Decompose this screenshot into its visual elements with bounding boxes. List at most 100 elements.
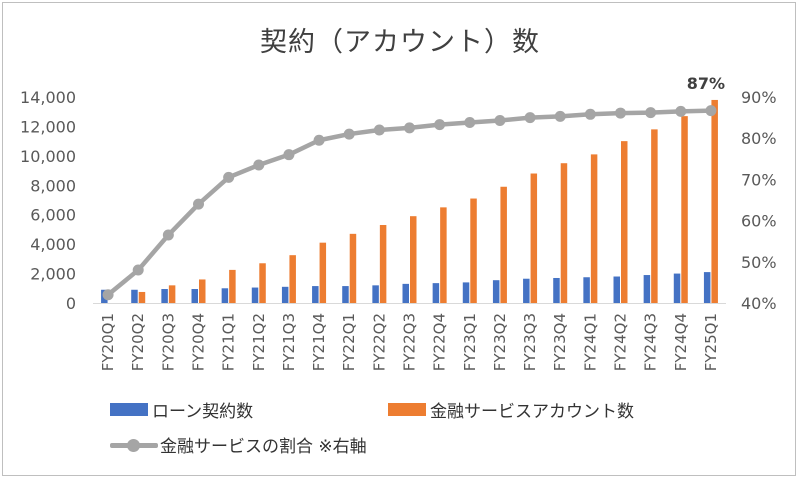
bar-loan xyxy=(131,289,138,303)
bar-accounts xyxy=(560,163,568,303)
ratio-point xyxy=(675,105,687,117)
bar-loan xyxy=(221,288,229,303)
ratio-point xyxy=(343,128,355,140)
bar-loan xyxy=(402,283,409,303)
x-axis-tick-label: FY24Q2 xyxy=(612,313,630,371)
bar-accounts xyxy=(711,99,718,303)
x-axis-tick-label: FY22Q4 xyxy=(431,313,449,371)
x-axis-tick-label: FY20Q2 xyxy=(129,313,147,371)
x-axis-tick-label: FY25Q1 xyxy=(702,313,720,371)
ratio-point xyxy=(373,124,385,136)
left-axis-tick-label: 0 xyxy=(66,294,76,313)
ratio-point xyxy=(223,171,235,183)
left-axis-tick-label: 14,000 xyxy=(20,88,76,107)
x-axis-tick-label: FY21Q3 xyxy=(280,313,298,371)
ratio-point xyxy=(404,122,415,134)
annotation-label: 87% xyxy=(687,74,725,93)
ratio-point xyxy=(615,107,626,119)
bar-loan xyxy=(613,276,620,303)
bar-accounts xyxy=(138,291,146,303)
left-axis-tick-label: 6,000 xyxy=(30,206,76,225)
x-axis-tick-label: FY24Q1 xyxy=(581,313,599,371)
bar-accounts xyxy=(168,285,176,303)
bar-accounts xyxy=(590,154,598,303)
bar-loan xyxy=(553,277,560,303)
bar-loan xyxy=(281,286,289,303)
bar-accounts xyxy=(500,186,507,303)
x-axis-tick-label: FY20Q3 xyxy=(159,313,177,371)
ratio-point xyxy=(193,198,204,210)
bar-accounts xyxy=(410,216,417,303)
bar-accounts xyxy=(349,233,357,303)
left-axis-tick-label: 8,000 xyxy=(30,176,76,195)
ratio-point xyxy=(102,289,114,301)
bar-loan xyxy=(342,286,349,303)
x-axis-tick-label: FY24Q4 xyxy=(672,313,690,371)
legend-item-ratio: 金融サービスの割合 ※右軸 xyxy=(110,432,367,457)
ratio-point xyxy=(162,229,174,241)
bar-accounts xyxy=(440,207,447,303)
x-axis-tick-label: FY23Q4 xyxy=(551,313,569,371)
bar-accounts xyxy=(470,198,477,303)
bar-loan xyxy=(251,287,259,303)
bar-loan xyxy=(643,275,651,303)
legend-label-ratio: 金融サービスの割合 ※右軸 xyxy=(160,437,367,457)
ratio-point xyxy=(584,108,596,120)
x-axis-tick-label: FY21Q2 xyxy=(250,313,268,371)
bar-loan xyxy=(462,282,470,303)
ratio-point xyxy=(524,112,536,124)
x-axis-tick-label: FY21Q4 xyxy=(310,313,328,371)
ratio-point xyxy=(645,107,657,119)
bar-accounts xyxy=(681,116,688,303)
legend-label-accounts: 金融サービスアカウント数 xyxy=(430,402,634,422)
right-axis-tick-label: 70% xyxy=(741,170,777,189)
chart-title: 契約（アカウント）数 xyxy=(260,27,540,58)
bar-loan xyxy=(372,285,379,303)
legend-item-accounts: 金融サービスアカウント数 xyxy=(388,397,634,422)
right-axis-tick-label: 80% xyxy=(741,129,777,148)
bar-accounts xyxy=(289,255,296,303)
ratio-point xyxy=(705,105,717,117)
bar-accounts xyxy=(259,263,266,303)
legend-swatch-ratio xyxy=(110,437,158,453)
x-axis-tick-label: FY23Q2 xyxy=(491,313,509,371)
x-axis-tick-label: FY20Q1 xyxy=(99,313,117,371)
right-axis-tick-label: 90% xyxy=(741,88,777,107)
bar-loan xyxy=(703,272,711,303)
ratio-point xyxy=(313,134,325,146)
bar-loan xyxy=(583,277,590,303)
bar-loan xyxy=(523,278,530,303)
right-axis-tick-label: 50% xyxy=(741,253,777,272)
ratio-point xyxy=(554,110,566,122)
bar-accounts xyxy=(379,225,387,303)
x-axis-tick-label: FY22Q1 xyxy=(340,313,358,371)
left-axis-tick-label: 4,000 xyxy=(30,235,76,254)
ratio-point xyxy=(494,114,506,126)
right-axis-tick-label: 40% xyxy=(741,294,777,313)
left-axis-tick-label: 10,000 xyxy=(20,147,76,166)
bar-accounts xyxy=(229,269,236,303)
x-axis-tick-label: FY20Q4 xyxy=(190,313,208,371)
bar-accounts xyxy=(621,141,628,303)
ratio-point xyxy=(132,264,144,276)
legend-label-loan: ローン契約数 xyxy=(152,402,254,422)
ratio-point xyxy=(434,119,446,131)
legend-item-loan: ローン契約数 xyxy=(110,397,253,422)
x-axis-tick-label: FY23Q1 xyxy=(461,313,479,371)
bar-loan xyxy=(312,286,319,303)
x-axis-tick-label: FY23Q3 xyxy=(521,313,539,371)
legend-swatch-accounts xyxy=(388,403,426,416)
ratio-point xyxy=(464,117,476,129)
bar-accounts xyxy=(530,173,538,303)
bar-loan xyxy=(432,283,440,303)
bar-loan xyxy=(673,273,681,303)
x-axis-tick-label: FY24Q3 xyxy=(642,313,660,371)
x-axis-tick-label: FY22Q2 xyxy=(370,313,388,371)
bar-loan xyxy=(191,289,198,303)
ratio-point xyxy=(253,159,265,171)
bar-accounts xyxy=(651,129,658,303)
left-axis-tick-label: 2,000 xyxy=(30,265,76,284)
bar-loan xyxy=(161,289,168,303)
